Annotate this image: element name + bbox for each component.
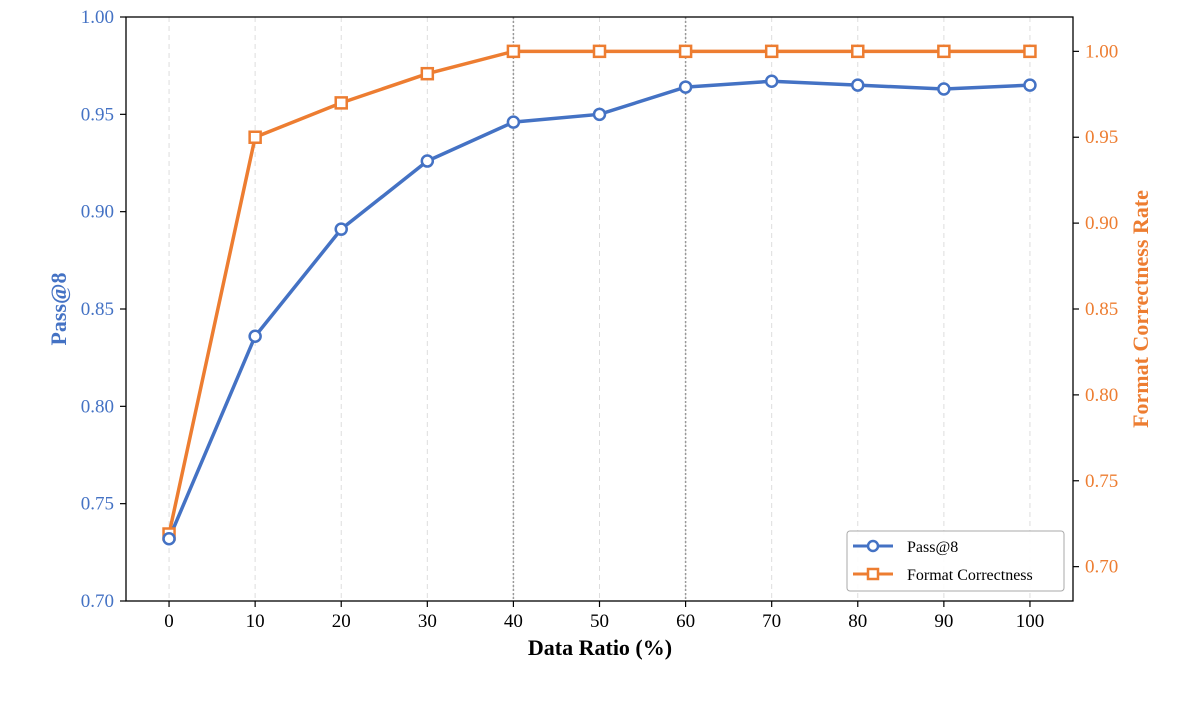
y-left-tick-label: 0.90 (81, 202, 114, 223)
y-left-tick-label: 1.00 (81, 7, 114, 28)
axes: 0 10 20 30 40 50 60 70 80 90 100 0.70 0.75 0.80 0.85 0.… (81, 7, 1119, 632)
data-point-square (937, 44, 951, 59)
x-tick-label: 60 (676, 611, 695, 632)
legend: Pass@8 Format Correctness (846, 530, 1065, 592)
data-point-square (1023, 44, 1037, 59)
legend-label-pass8: Pass@8 (907, 539, 958, 556)
y-right-tick-label: 0.70 (1085, 557, 1118, 578)
x-tick-label: 30 (418, 611, 437, 632)
x-tick-label: 10 (246, 611, 265, 632)
data-point-square (678, 44, 693, 59)
y-left-tick-label: 0.95 (81, 104, 114, 125)
x-axis-label: Data Ratio (%) (528, 635, 672, 660)
x-tick-label: 100 (1016, 611, 1045, 632)
data-point-circle (506, 115, 521, 129)
data-point-circle (420, 154, 435, 168)
x-tick-label: 0 (164, 611, 174, 632)
data-point-circle (678, 80, 693, 94)
x-tick-label: 90 (934, 611, 953, 632)
x-tick-label: 70 (762, 611, 781, 632)
data-point-square (420, 66, 435, 81)
legend-circle-marker (866, 539, 880, 553)
data-point-square (764, 44, 779, 59)
x-tick-label: 50 (590, 611, 609, 632)
legend-label-format: Format Correctness (907, 567, 1033, 584)
data-point-circle (1023, 78, 1037, 92)
data-point-square (851, 44, 865, 59)
y-right-tick-label: 0.90 (1085, 213, 1118, 234)
series-layer (162, 44, 1037, 546)
y-left-tick-label: 0.85 (81, 299, 114, 320)
y-right-tick-label: 0.95 (1085, 127, 1118, 148)
y-right-tick-label: 0.85 (1085, 299, 1118, 320)
data-point-square (334, 96, 348, 110)
y-left-tick-label: 0.70 (81, 591, 114, 612)
legend-box (846, 530, 1065, 592)
data-point-circle (592, 107, 607, 122)
data-point-circle (764, 74, 779, 88)
data-point-circle (162, 531, 176, 546)
y-right-tick-label: 1.00 (1085, 41, 1118, 62)
y-left-tick-label: 0.75 (81, 494, 114, 515)
grid (168, 17, 1031, 601)
data-point-circle (937, 82, 951, 96)
y-axis-right-label: Format Correctness Rate (1128, 190, 1153, 428)
x-tick-label: 80 (848, 611, 867, 632)
data-point-square (592, 44, 607, 59)
data-point-square (248, 130, 262, 144)
x-tick-label: 20 (332, 611, 351, 632)
legend-square-marker (866, 567, 880, 581)
data-point-square (506, 44, 521, 59)
y-left-tick-label: 0.80 (81, 396, 114, 417)
data-point-circle (851, 78, 865, 92)
x-tick-label: 40 (504, 611, 523, 632)
y-axis-left-label: Pass@8 (46, 272, 71, 345)
data-point-circle (334, 222, 348, 236)
y-right-tick-label: 0.80 (1085, 385, 1118, 406)
y-right-tick-label: 0.75 (1085, 471, 1118, 492)
data-point-circle (248, 329, 262, 344)
